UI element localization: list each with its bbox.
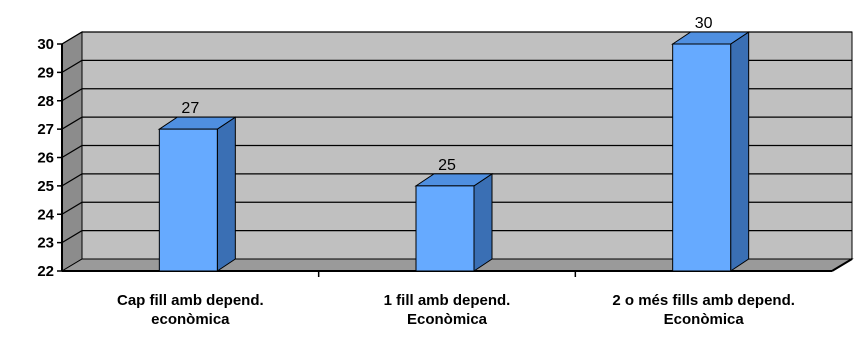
y-tick-label: 25 <box>37 178 54 195</box>
data-label: 30 <box>695 15 713 32</box>
gridline <box>61 144 852 159</box>
y-tick-label: 28 <box>37 93 54 110</box>
y-tick-label: 24 <box>37 206 54 223</box>
gridline <box>61 88 852 102</box>
category-label: Econòmica <box>407 311 488 328</box>
y-tick-label: 30 <box>37 36 54 53</box>
y-tick-label: 27 <box>37 121 54 138</box>
gridline <box>61 31 852 45</box>
gridline <box>61 116 852 130</box>
gridline <box>61 201 852 215</box>
category-label: econòmica <box>151 311 230 328</box>
category-label: Econòmica <box>664 311 745 328</box>
bar <box>415 185 475 272</box>
data-label: 25 <box>438 157 456 174</box>
data-label: 27 <box>181 100 199 117</box>
gridline <box>61 59 852 73</box>
x-axis-depth <box>831 258 853 272</box>
category-label: 2 o més fills amb depend. <box>612 292 795 309</box>
category-label: Cap fill amb depend. <box>117 292 264 309</box>
gridline <box>61 229 852 244</box>
category-label: 1 fill amb depend. <box>384 292 511 309</box>
bar-side <box>216 116 236 272</box>
y-tick-label: 29 <box>37 64 54 81</box>
bar-side <box>730 31 750 272</box>
bar <box>158 128 218 272</box>
bar <box>672 43 732 272</box>
y-tick-label: 23 <box>37 235 54 252</box>
y-tick-label: 26 <box>37 150 54 167</box>
y-tick-label: 22 <box>37 263 54 280</box>
bar-side <box>473 172 493 272</box>
gridline <box>61 173 852 187</box>
